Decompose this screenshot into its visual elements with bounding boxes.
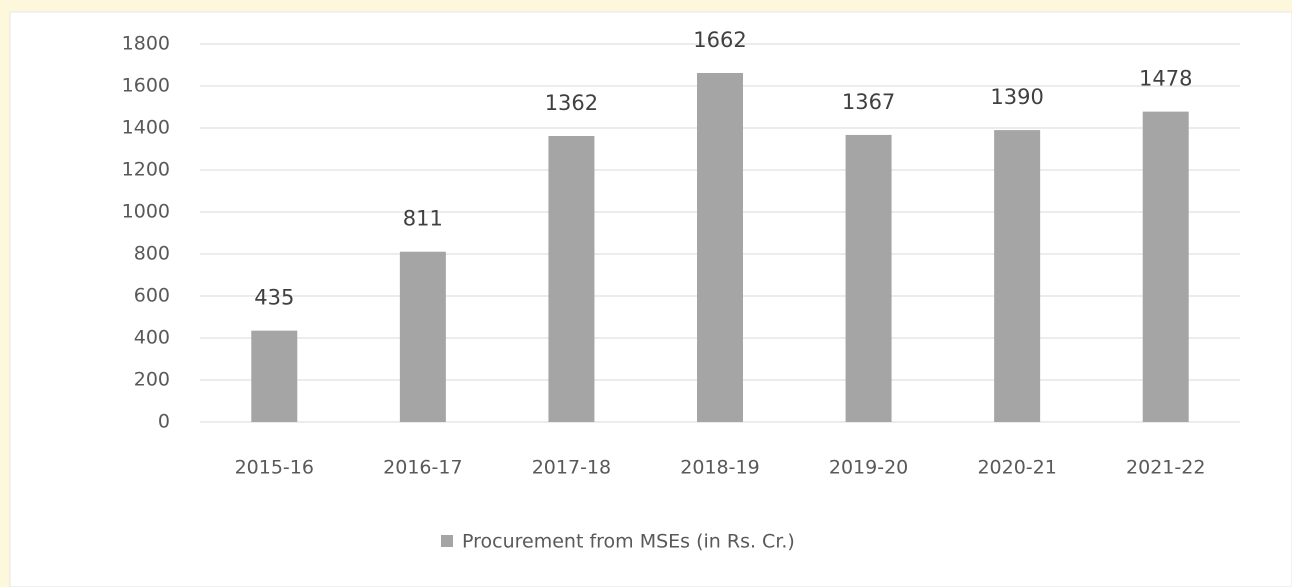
bar (845, 134, 892, 422)
y-tick-label: 1400 (122, 117, 170, 139)
data-label: 1367 (842, 90, 895, 114)
bar (1142, 111, 1189, 423)
y-tick-label: 0 (158, 411, 170, 433)
y-tick-label: 800 (134, 243, 170, 265)
bar (399, 251, 446, 422)
x-tick-label: 2016-17 (383, 457, 462, 479)
y-tick-label: 200 (134, 369, 170, 391)
x-tick-label: 2020-21 (977, 457, 1056, 479)
y-tick-label: 400 (134, 327, 170, 349)
legend-label: Procurement from MSEs (in Rs. Cr.) (462, 531, 795, 553)
data-label: 1662 (693, 28, 746, 52)
bar (994, 130, 1041, 422)
data-label: 1362 (545, 91, 598, 115)
data-label: 435 (254, 286, 294, 310)
y-tick-label: 1000 (122, 201, 170, 223)
x-tick-label: 2019-20 (829, 457, 908, 479)
data-label: 1390 (990, 85, 1043, 109)
x-tick-label: 2021-22 (1126, 457, 1205, 479)
x-tick-label: 2017-18 (532, 457, 611, 479)
x-tick-label: 2018-19 (680, 457, 759, 479)
x-tick-label: 2015-16 (235, 457, 314, 479)
y-tick-label: 600 (134, 285, 170, 307)
chart-frame (9, 11, 1292, 587)
y-tick-label: 1600 (122, 75, 170, 97)
y-tick-label: 1200 (122, 159, 170, 181)
data-label: 811 (403, 207, 443, 231)
data-label: 1478 (1139, 67, 1192, 91)
bar (697, 72, 743, 422)
bar (251, 330, 298, 422)
legend-swatch (441, 535, 453, 547)
bar (548, 135, 595, 423)
y-tick-label: 1800 (122, 33, 170, 55)
